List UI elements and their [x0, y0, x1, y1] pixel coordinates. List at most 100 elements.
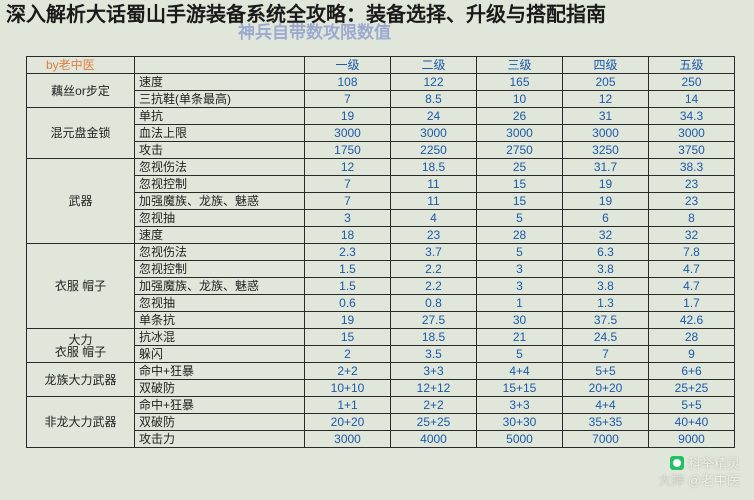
group-cell: 武器: [27, 159, 135, 244]
value-cell: 3: [305, 210, 391, 227]
value-cell: 23: [649, 193, 735, 210]
value-cell: 5+5: [563, 363, 649, 380]
value-cell: 42.6: [649, 312, 735, 329]
value-cell: 23: [649, 176, 735, 193]
value-cell: 28: [649, 329, 735, 346]
value-cell: 3000: [391, 125, 477, 142]
attr-cell: 单抗: [135, 108, 305, 125]
value-cell: 18.5: [391, 159, 477, 176]
value-cell: 205: [563, 74, 649, 91]
value-cell: 11: [391, 193, 477, 210]
attr-cell: 忽视抽: [135, 295, 305, 312]
value-cell: 122: [391, 74, 477, 91]
value-cell: 35+35: [563, 414, 649, 431]
value-cell: 27.5: [391, 312, 477, 329]
wm-line2: @老中医: [688, 473, 740, 488]
attr-cell: 抗冰混: [135, 329, 305, 346]
equipment-table-container: 一级 二级 三级 四级 五级 藕丝or步定速度108122165205250三抗…: [26, 56, 732, 448]
value-cell: 3.8: [563, 278, 649, 295]
value-cell: 11: [391, 176, 477, 193]
value-cell: 6: [563, 210, 649, 227]
value-cell: 18: [305, 227, 391, 244]
value-cell: 4000: [391, 431, 477, 448]
value-cell: 24: [391, 108, 477, 125]
value-cell: 3.7: [391, 244, 477, 261]
value-cell: 250: [649, 74, 735, 91]
value-cell: 9000: [649, 431, 735, 448]
value-cell: 10: [477, 91, 563, 108]
value-cell: 3.8: [563, 261, 649, 278]
value-cell: 4.7: [649, 261, 735, 278]
value-cell: 19: [305, 108, 391, 125]
value-cell: 21: [477, 329, 563, 346]
value-cell: 165: [477, 74, 563, 91]
value-cell: 8.5: [391, 91, 477, 108]
attr-cell: 躲闪: [135, 346, 305, 363]
group-cell: 混元盘金锁: [27, 108, 135, 159]
col-level-4: 四级: [563, 57, 649, 74]
value-cell: 6+6: [649, 363, 735, 380]
value-cell: 3000: [477, 125, 563, 142]
value-cell: 5000: [477, 431, 563, 448]
value-cell: 3000: [563, 125, 649, 142]
watermark-bottom: 科举精灵 大神 @老中医: [658, 455, 740, 490]
value-cell: 8: [649, 210, 735, 227]
value-cell: 6.3: [563, 244, 649, 261]
value-cell: 15: [477, 176, 563, 193]
value-cell: 3: [477, 261, 563, 278]
value-cell: 5: [477, 210, 563, 227]
wm-line2-prefix: 大神: [658, 473, 684, 488]
group-cell: 衣服 帽子: [27, 244, 135, 329]
wechat-logo-icon: [670, 456, 684, 470]
header-blank: [135, 57, 305, 74]
col-level-5: 五级: [649, 57, 735, 74]
value-cell: 3+3: [477, 397, 563, 414]
value-cell: 7: [305, 193, 391, 210]
value-cell: 2.3: [305, 244, 391, 261]
table-row: 藕丝or步定速度108122165205250: [27, 74, 735, 91]
value-cell: 3250: [563, 142, 649, 159]
value-cell: 14: [649, 91, 735, 108]
attr-cell: 速度: [135, 74, 305, 91]
value-cell: 1: [477, 295, 563, 312]
group-cell: 藕丝or步定: [27, 74, 135, 108]
value-cell: 19: [305, 312, 391, 329]
attr-cell: 命中+狂暴: [135, 363, 305, 380]
value-cell: 25+25: [391, 414, 477, 431]
value-cell: 31: [563, 108, 649, 125]
value-cell: 2250: [391, 142, 477, 159]
value-cell: 20+20: [563, 380, 649, 397]
value-cell: 3: [477, 278, 563, 295]
value-cell: 15+15: [477, 380, 563, 397]
value-cell: 24.5: [563, 329, 649, 346]
value-cell: 3+3: [391, 363, 477, 380]
value-cell: 31.7: [563, 159, 649, 176]
value-cell: 2.2: [391, 278, 477, 295]
value-cell: 4: [391, 210, 477, 227]
value-cell: 32: [563, 227, 649, 244]
value-cell: 1.5: [305, 261, 391, 278]
value-cell: 3000: [305, 431, 391, 448]
attr-cell: 加强魔族、龙族、魅惑: [135, 193, 305, 210]
table-header-row: 一级 二级 三级 四级 五级: [27, 57, 735, 74]
attr-cell: 双破防: [135, 380, 305, 397]
value-cell: 7: [305, 91, 391, 108]
col-level-1: 一级: [305, 57, 391, 74]
value-cell: 15: [477, 193, 563, 210]
table-row: 混元盘金锁单抗1924263134.3: [27, 108, 735, 125]
value-cell: 0.6: [305, 295, 391, 312]
attr-cell: 忽视伤法: [135, 159, 305, 176]
equipment-table: 一级 二级 三级 四级 五级 藕丝or步定速度108122165205250三抗…: [26, 56, 735, 448]
value-cell: 3750: [649, 142, 735, 159]
group-cell: 龙族大力武器: [27, 363, 135, 397]
value-cell: 10+10: [305, 380, 391, 397]
value-cell: 7.8: [649, 244, 735, 261]
attr-cell: 忽视伤法: [135, 244, 305, 261]
attr-cell: 血法上限: [135, 125, 305, 142]
attr-cell: 命中+狂暴: [135, 397, 305, 414]
value-cell: 20+20: [305, 414, 391, 431]
table-row: 衣服 帽子忽视伤法2.33.756.37.8: [27, 244, 735, 261]
col-level-3: 三级: [477, 57, 563, 74]
attr-cell: 攻击力: [135, 431, 305, 448]
value-cell: 4.7: [649, 278, 735, 295]
